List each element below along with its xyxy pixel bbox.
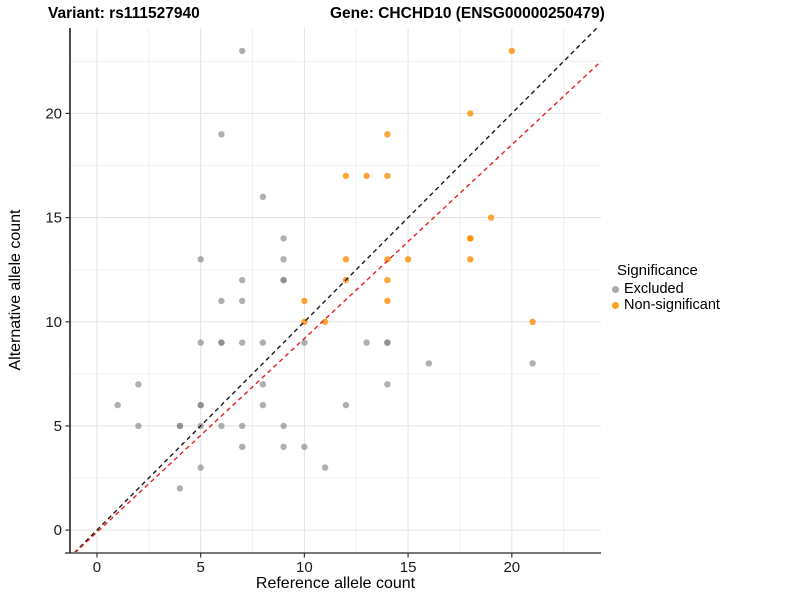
point-excluded xyxy=(384,339,391,346)
point-non-significant xyxy=(384,131,391,138)
point-excluded xyxy=(301,339,308,346)
y-tick-label: 20 xyxy=(45,105,62,122)
point-excluded xyxy=(218,422,225,430)
point-excluded xyxy=(259,339,267,346)
point-excluded xyxy=(280,443,287,450)
point-excluded xyxy=(176,422,184,430)
point-excluded xyxy=(301,443,308,450)
point-non-significant xyxy=(529,318,536,325)
nonsignificant-swatch-icon xyxy=(612,301,619,309)
point-excluded xyxy=(218,131,225,138)
point-excluded xyxy=(239,422,246,430)
point-excluded xyxy=(176,485,184,492)
point-excluded xyxy=(239,276,246,284)
point-non-significant xyxy=(467,110,474,117)
point-non-significant xyxy=(363,172,370,180)
y-tick-label: 5 xyxy=(54,418,62,435)
point-non-significant xyxy=(384,256,391,263)
x-tick-label: 10 xyxy=(296,559,313,576)
legend-item-label-excluded: Excluded xyxy=(624,281,684,297)
point-excluded xyxy=(135,381,142,388)
x-tick-label: 5 xyxy=(197,559,205,576)
plot-title-variant: Variant: rs111527940 xyxy=(48,5,200,22)
y-axis-title: Alternative allele count xyxy=(7,209,24,371)
x-tick-label: 15 xyxy=(400,559,417,576)
y-tick-label: 15 xyxy=(45,210,62,227)
y-tick-label: 0 xyxy=(54,522,62,539)
fit-line xyxy=(74,60,602,554)
legend-item-excluded: Excluded xyxy=(612,281,720,298)
point-excluded xyxy=(280,256,287,263)
excluded-swatch-icon xyxy=(612,286,619,294)
point-excluded xyxy=(114,401,121,409)
point-non-significant xyxy=(301,297,308,305)
point-non-significant xyxy=(384,172,391,180)
point-non-significant xyxy=(384,297,391,305)
point-excluded xyxy=(218,297,225,305)
legend: Significance Excluded Non-significant xyxy=(612,262,720,313)
y-tick-label: 10 xyxy=(45,314,62,331)
legend-title: Significance xyxy=(617,262,698,279)
x-axis-title: Reference allele count xyxy=(255,575,416,592)
point-excluded xyxy=(425,360,432,367)
point-excluded xyxy=(135,422,142,430)
point-excluded xyxy=(259,401,267,409)
point-excluded xyxy=(342,401,350,409)
point-non-significant xyxy=(404,256,412,263)
x-tick-label: 0 xyxy=(93,559,101,576)
identity-line xyxy=(73,27,598,554)
legend-item-nonsignificant: Non-significant xyxy=(612,296,720,314)
point-excluded xyxy=(280,276,287,284)
plot-title-gene: Gene: CHCHD10 (ENSG00000250479) xyxy=(330,5,605,22)
point-non-significant xyxy=(321,318,329,325)
point-excluded xyxy=(197,256,204,263)
legend-item-label-nonsignificant: Non-significant xyxy=(624,296,720,313)
point-non-significant xyxy=(342,172,350,180)
point-excluded xyxy=(197,401,204,409)
point-excluded xyxy=(529,360,536,367)
point-excluded xyxy=(280,235,287,242)
point-non-significant xyxy=(384,276,391,284)
x-tick-label: 20 xyxy=(503,559,520,576)
point-excluded xyxy=(218,339,225,346)
point-non-significant xyxy=(467,256,474,263)
point-excluded xyxy=(197,464,204,471)
point-non-significant xyxy=(467,235,474,242)
point-non-significant xyxy=(342,256,350,263)
point-excluded xyxy=(197,339,204,346)
point-non-significant xyxy=(487,214,495,221)
point-excluded xyxy=(321,464,329,471)
point-excluded xyxy=(384,381,391,388)
point-excluded xyxy=(259,381,267,388)
point-excluded xyxy=(259,193,267,200)
point-excluded xyxy=(280,422,287,430)
point-excluded xyxy=(239,339,246,346)
point-excluded xyxy=(239,443,246,450)
point-excluded xyxy=(363,339,370,346)
point-excluded xyxy=(239,47,246,55)
point-non-significant xyxy=(508,47,515,55)
point-excluded xyxy=(239,297,246,305)
